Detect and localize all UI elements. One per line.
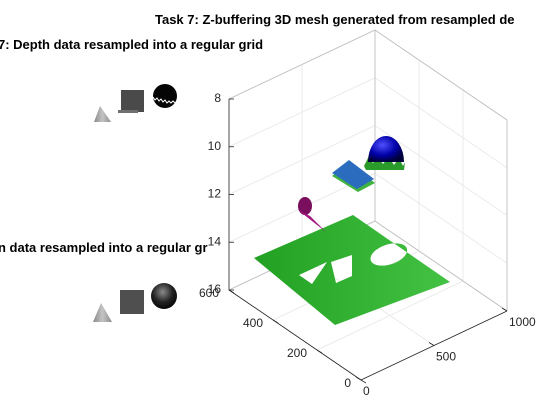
y-tick-mark <box>272 319 279 324</box>
x-tick-label: 500 <box>436 350 456 364</box>
grid-lines <box>228 29 508 381</box>
subplot-2-image <box>93 283 177 322</box>
z-tick-label: 14 <box>208 234 222 248</box>
main-plot-title: Task 7: Z-buffering 3D mesh generated fr… <box>155 12 515 27</box>
y-tick-mark <box>228 289 235 294</box>
cone <box>298 197 327 232</box>
subplot-1-title: 7: Depth data resampled into a regular g… <box>0 37 264 52</box>
floor-plane <box>254 215 450 325</box>
z-axis-ticks: 8 10 12 14 16 <box>208 91 234 296</box>
z-tick-label: 12 <box>208 187 222 201</box>
x-tick-mark <box>428 342 435 346</box>
x-tick-label: 1000 <box>509 315 536 329</box>
x-tick-mark <box>501 307 508 312</box>
y-tick-mark <box>360 379 367 384</box>
subplot-2-title: n data resampled into a regular gr <box>0 240 208 255</box>
sphere <box>364 136 405 170</box>
z-tick-label: 16 <box>208 282 222 296</box>
x-tick-mark <box>355 376 362 381</box>
y-tick-label: 200 <box>287 346 307 360</box>
z-tick-label: 10 <box>208 139 222 153</box>
subplot-1-image <box>94 84 177 122</box>
y-tick-label: 400 <box>243 316 263 330</box>
y-axis-ticks: 0 200 400 600 <box>199 286 367 390</box>
axes-3d-box: 8 10 12 14 16 0 200 400 600 0 500 1000 <box>199 29 536 398</box>
box-top <box>332 160 375 192</box>
x-tick-label: 0 <box>363 384 370 398</box>
y-tick-label: 0 <box>344 376 351 390</box>
x-axis-ticks: 0 500 1000 <box>355 307 536 398</box>
y-tick-mark <box>316 349 323 354</box>
y-tick-label: 600 <box>199 286 219 300</box>
z-tick-label: 8 <box>214 91 221 105</box>
